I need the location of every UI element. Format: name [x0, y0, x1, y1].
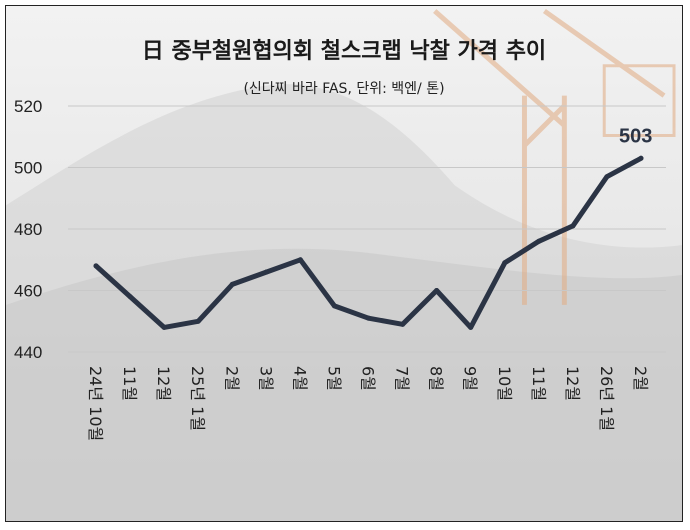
- y-tick-label: 480: [14, 220, 42, 239]
- data-point: [638, 155, 644, 161]
- x-tick-label: 5월: [324, 366, 343, 391]
- x-tick-label: 8월: [427, 366, 446, 391]
- data-point: [502, 260, 508, 266]
- data-point: [400, 321, 406, 327]
- data-point: [536, 238, 542, 244]
- x-tick-label: 25년 1월: [188, 366, 207, 431]
- series-line: [93, 155, 644, 330]
- data-point: [468, 324, 474, 330]
- data-point: [195, 318, 201, 324]
- x-tick-label: 9월: [461, 366, 480, 391]
- data-label-last: 503: [619, 125, 652, 147]
- x-tick-label: 12월: [154, 366, 173, 401]
- x-tick-label: 7월: [393, 366, 412, 391]
- chart-frame: 日 중부철원협의회 철스크랩 낙찰 가격 추이 (신다찌 바라 FAS, 단위:…: [5, 5, 683, 522]
- chart-subtitle: (신다찌 바라 FAS, 단위: 백엔/ 톤): [243, 81, 445, 97]
- x-tick-label: 4월: [290, 366, 309, 391]
- crane-silhouette: [433, 8, 676, 305]
- x-tick-label: 2월: [222, 366, 241, 391]
- data-point: [127, 294, 133, 300]
- y-tick-label: 460: [14, 282, 42, 301]
- data-point: [161, 324, 167, 330]
- x-tick-label: 11월: [120, 366, 139, 401]
- x-tick-label: 3월: [256, 366, 275, 391]
- data-point: [570, 223, 576, 229]
- data-point: [331, 303, 337, 309]
- x-tick-label: 2월: [631, 366, 650, 391]
- chart-title: 日 중부철원협의회 철스크랩 낙찰 가격 추이: [141, 39, 547, 64]
- y-tick-label: 520: [14, 97, 42, 116]
- y-tick-label: 440: [14, 343, 42, 362]
- data-point: [263, 269, 269, 275]
- x-tick-label: 10월: [495, 366, 514, 401]
- x-tick-label: 11월: [529, 366, 548, 401]
- data-point: [229, 281, 235, 287]
- line-chart: 520 500 480 460 440 503 24년 10월 11월 12월 25년 1월 2월 3…: [14, 97, 666, 441]
- data-point: [434, 288, 440, 293]
- x-tick-label: 6월: [359, 366, 378, 391]
- data-point: [366, 315, 371, 321]
- x-tick-label: 26년 1월: [597, 366, 616, 431]
- data-point: [93, 263, 99, 269]
- data-point: [297, 257, 303, 263]
- x-tick-label: 12월: [563, 366, 582, 401]
- y-tick-label: 500: [14, 159, 42, 178]
- x-tick-label: 24년 10월: [86, 366, 105, 441]
- data-point: [604, 174, 610, 180]
- scrap-pile-background: [6, 8, 682, 521]
